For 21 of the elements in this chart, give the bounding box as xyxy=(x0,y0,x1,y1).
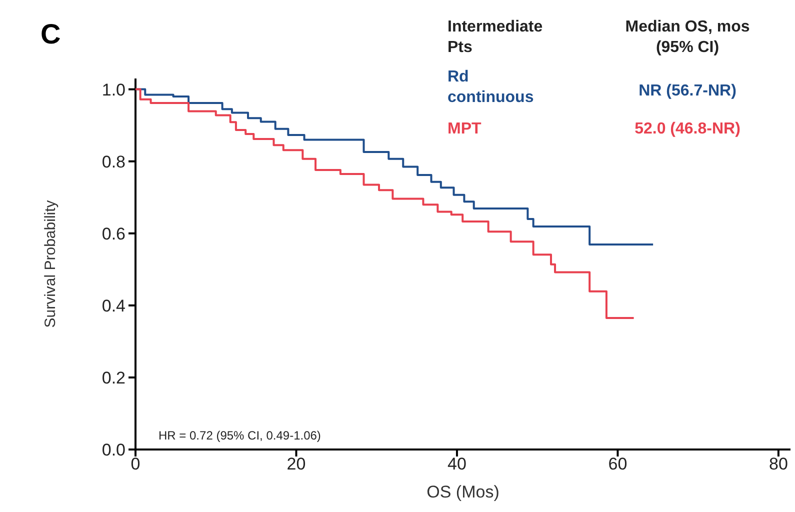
annotation: HR = 0.72 (95% CI, 0.49-1.06) xyxy=(158,428,321,442)
chart-title: C xyxy=(40,18,61,50)
text: Intermediate Pts xyxy=(448,18,543,56)
y-tick-label: 0.2 xyxy=(102,368,126,388)
x-tick-label: 80 xyxy=(768,454,788,474)
text: Median OS, mos (95% CI) xyxy=(625,18,750,56)
y-tick-label: 1.0 xyxy=(102,80,126,100)
y-axis-title: Survival Probability xyxy=(42,200,59,328)
x-axis-title: OS (Mos) xyxy=(426,482,500,502)
annotation: NR (56.7-NR) xyxy=(638,82,736,100)
x-tick-label: 0 xyxy=(130,454,140,474)
text: Rd continuous xyxy=(448,68,534,106)
y-tick-label: 0.8 xyxy=(102,152,126,172)
annotation: 52.0 (46.8-NR) xyxy=(634,120,740,138)
text: MPT xyxy=(448,120,482,138)
y-tick-label: 0.4 xyxy=(102,296,126,316)
x-tick-label: 60 xyxy=(608,454,628,474)
y-tick-label: 0.6 xyxy=(102,224,126,244)
x-tick-label: 40 xyxy=(448,454,466,474)
x-tick-label: 20 xyxy=(286,454,306,474)
y-tick-label: 0.0 xyxy=(102,440,126,460)
